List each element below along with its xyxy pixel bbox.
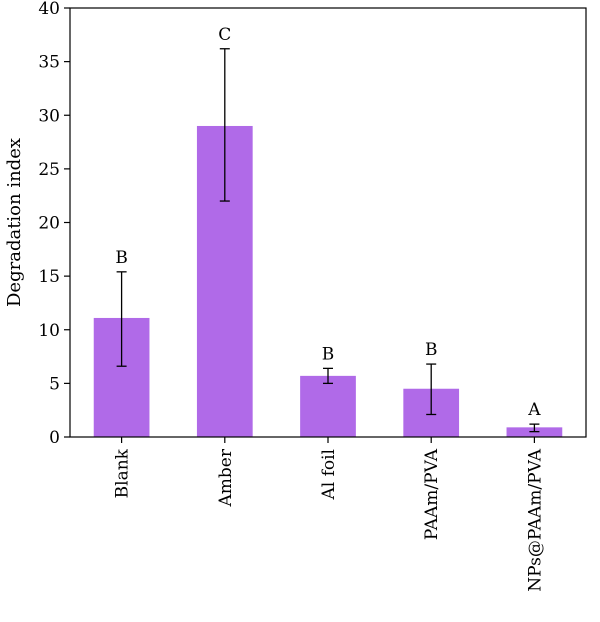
significance-label-3: B	[425, 340, 438, 360]
bar-2	[300, 375, 356, 437]
y-axis-title: Degradation index	[4, 138, 25, 307]
significance-label-4: A	[527, 400, 541, 420]
y-tick-label-6: 30	[38, 106, 60, 126]
error-bars	[116, 48, 540, 433]
y-tick-label-1: 5	[49, 374, 60, 394]
y-axis: 0 5 10 15 20 25 30 35 40	[38, 0, 70, 448]
x-tick-label-4: NPs@PAAm/PVA	[525, 448, 545, 591]
y-tick-label-7: 35	[38, 53, 60, 73]
x-tick-label-1: Amber	[216, 448, 236, 507]
significance-label-1: C	[218, 25, 231, 45]
y-tick-label-5: 25	[38, 160, 60, 180]
y-tick-label-3: 15	[38, 267, 60, 287]
plot-frame	[69, 7, 587, 438]
x-tick-label-2: Al foil	[319, 449, 339, 501]
bars	[93, 125, 563, 437]
x-tick-label-0: Blank	[113, 448, 133, 498]
x-axis: Blank Amber Al foil PAAm/PVA NPs@PAAm/PVA	[113, 437, 545, 592]
x-tick-label-3: PAAm/PVA	[422, 448, 442, 540]
significance-label-2: B	[322, 344, 335, 364]
significance-labels: B C B B A	[115, 25, 541, 420]
y-tick-label-8: 40	[38, 0, 60, 19]
y-tick-label-2: 10	[38, 321, 60, 341]
y-tick-label-4: 20	[38, 214, 60, 234]
significance-label-0: B	[115, 248, 128, 268]
y-tick-label-0: 0	[49, 428, 60, 448]
